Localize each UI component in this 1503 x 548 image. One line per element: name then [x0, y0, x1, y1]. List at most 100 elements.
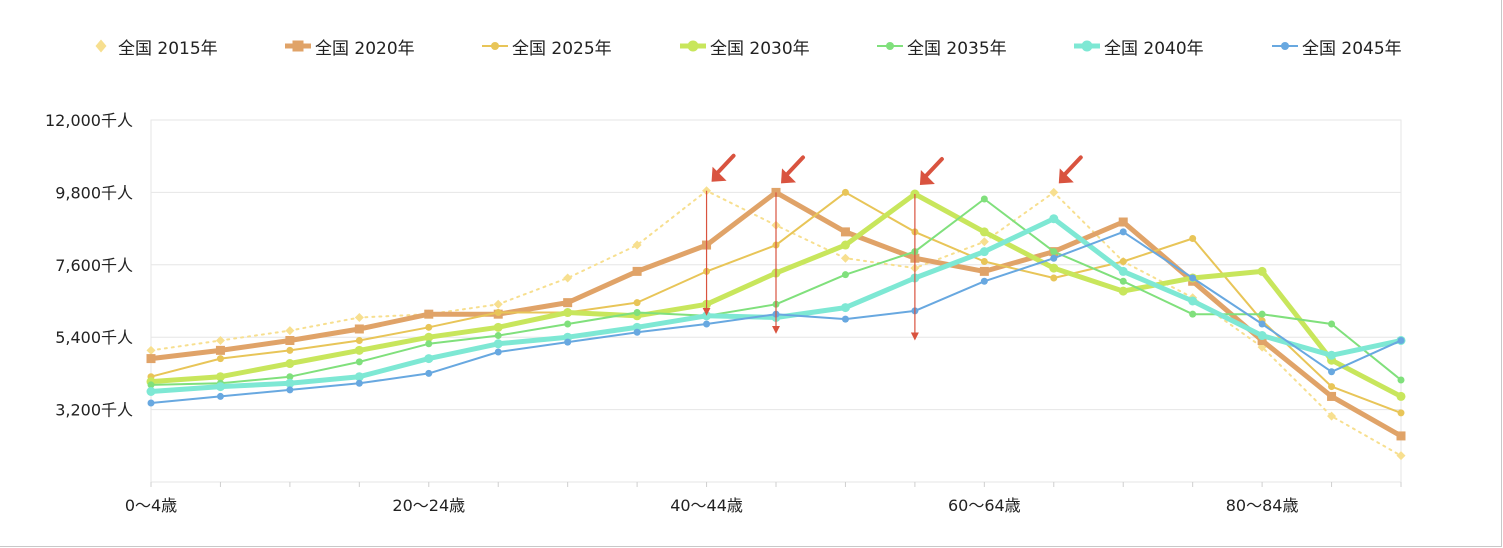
- series-2-point: [1119, 258, 1127, 266]
- series-2-point: [355, 336, 363, 344]
- series-2-point: [494, 309, 502, 317]
- series-0-point: [354, 312, 364, 322]
- series-4-point: [1328, 320, 1336, 328]
- series-6-point: [1050, 254, 1058, 262]
- series-1-point: [354, 324, 364, 334]
- series-5-point: [1049, 214, 1059, 224]
- legend-label: 全国 2025年: [512, 38, 612, 59]
- series-1-point: [563, 298, 573, 308]
- legend-label: 全国 2020年: [315, 38, 415, 59]
- series-6-point: [494, 348, 502, 356]
- annotation-arrow-shaft-2: [923, 157, 944, 179]
- series-0-point: [1327, 411, 1337, 421]
- legend-label: 全国 2030年: [710, 38, 810, 59]
- legend-label: 全国 2045年: [1302, 38, 1402, 59]
- legend-swatch-icon: [877, 42, 903, 50]
- series-5-point: [354, 372, 364, 382]
- legend-item-5: 全国 2040年: [1074, 33, 1204, 59]
- series-5-point: [1118, 266, 1128, 276]
- series-4-point: [1119, 277, 1127, 285]
- series-5-point: [215, 382, 225, 392]
- annotation-arrow-shaft-1: [785, 155, 805, 177]
- legend-swatch-icon: [95, 39, 107, 53]
- series-6-point: [1258, 320, 1266, 328]
- series-3-point: [215, 372, 225, 382]
- y-tick-label: 3,200千人: [55, 401, 133, 420]
- series-6-point: [980, 277, 988, 285]
- series-4-point: [564, 320, 572, 328]
- series-1-point: [979, 266, 989, 276]
- series-1-point: [1396, 431, 1406, 441]
- series-3-point: [1049, 263, 1059, 273]
- series-1-point: [1257, 335, 1267, 345]
- series-5-point: [1257, 331, 1267, 341]
- series-0-point: [563, 273, 573, 283]
- series-0-point: [840, 253, 850, 263]
- x-tick-label: 0〜4歳: [125, 496, 177, 515]
- series-4-point: [1258, 310, 1266, 318]
- series-5-point: [493, 339, 503, 349]
- series-5-point: [632, 322, 642, 332]
- series-3-point: [285, 359, 295, 369]
- series-2-point: [633, 299, 641, 307]
- series-4-point: [633, 309, 641, 317]
- legend-label: 全国 2035年: [907, 38, 1007, 59]
- series-6-point: [425, 369, 433, 377]
- series-6-point: [216, 392, 224, 400]
- series-4-point: [1050, 248, 1058, 256]
- series-2-point: [1328, 383, 1336, 391]
- series-0-point: [146, 345, 156, 355]
- series-6-point: [633, 328, 641, 336]
- series-4-point: [494, 332, 502, 340]
- series-2-point: [980, 258, 988, 266]
- legend-label: 全国 2040年: [1104, 38, 1204, 59]
- series-1-point: [1327, 391, 1337, 401]
- legend-swatch-icon: [1074, 40, 1100, 52]
- series-3-point: [840, 240, 850, 250]
- series-0-point: [1396, 451, 1406, 461]
- series-5-point: [979, 247, 989, 257]
- annotation-arrow-head-3: [1058, 168, 1074, 184]
- series-5-point: [702, 311, 712, 321]
- annotation-arrow-shaft-3: [1062, 155, 1083, 177]
- series-6-point: [564, 338, 572, 346]
- series-6-point: [1397, 336, 1405, 344]
- legend-item-3: 全国 2030年: [680, 33, 810, 59]
- series-2-point: [286, 346, 294, 354]
- annotation-arrow-head-1: [781, 168, 796, 184]
- legend-item-1: 全国 2020年: [285, 33, 415, 59]
- series-4-point: [355, 358, 363, 366]
- legend-item-0: 全国 2015年: [88, 33, 218, 59]
- series-2-point: [1397, 409, 1405, 417]
- series-6-point: [1119, 228, 1127, 236]
- series-0-point: [285, 326, 295, 336]
- y-tick-label: 12,000千人: [45, 111, 133, 130]
- series-2-point: [425, 323, 433, 331]
- series-5-point: [424, 354, 434, 364]
- series-5-point: [285, 378, 295, 388]
- series-1-point: [424, 309, 434, 319]
- series-6-point: [1189, 274, 1197, 282]
- annotation-arrow-shaft-0: [715, 153, 736, 175]
- legend-item-2: 全国 2025年: [482, 33, 612, 59]
- series-0-point: [215, 335, 225, 345]
- legend-item-6: 全国 2045年: [1272, 33, 1402, 59]
- x-tick-label: 60〜64歳: [948, 496, 1021, 515]
- legend-swatch-icon: [285, 40, 311, 52]
- legend-swatch-icon: [1272, 42, 1298, 50]
- series-4-point: [1189, 310, 1197, 318]
- series-3-point: [1257, 266, 1267, 276]
- series-6-point: [147, 399, 155, 407]
- series-1-point: [285, 335, 295, 345]
- series-1-point: [1118, 217, 1128, 227]
- series-1-point: [215, 345, 225, 355]
- series-4-point: [980, 195, 988, 203]
- series-4-point: [841, 271, 849, 279]
- series-4-point: [286, 373, 294, 381]
- y-tick-label: 7,600千人: [55, 256, 133, 275]
- series-1-point: [146, 354, 156, 364]
- series-6-point: [355, 379, 363, 387]
- chart-legend: 全国 2015年 全国 2020年 全国 2025年 全国 2030年 全国 2035年…: [0, 0, 1503, 95]
- series-0-point: [979, 237, 989, 247]
